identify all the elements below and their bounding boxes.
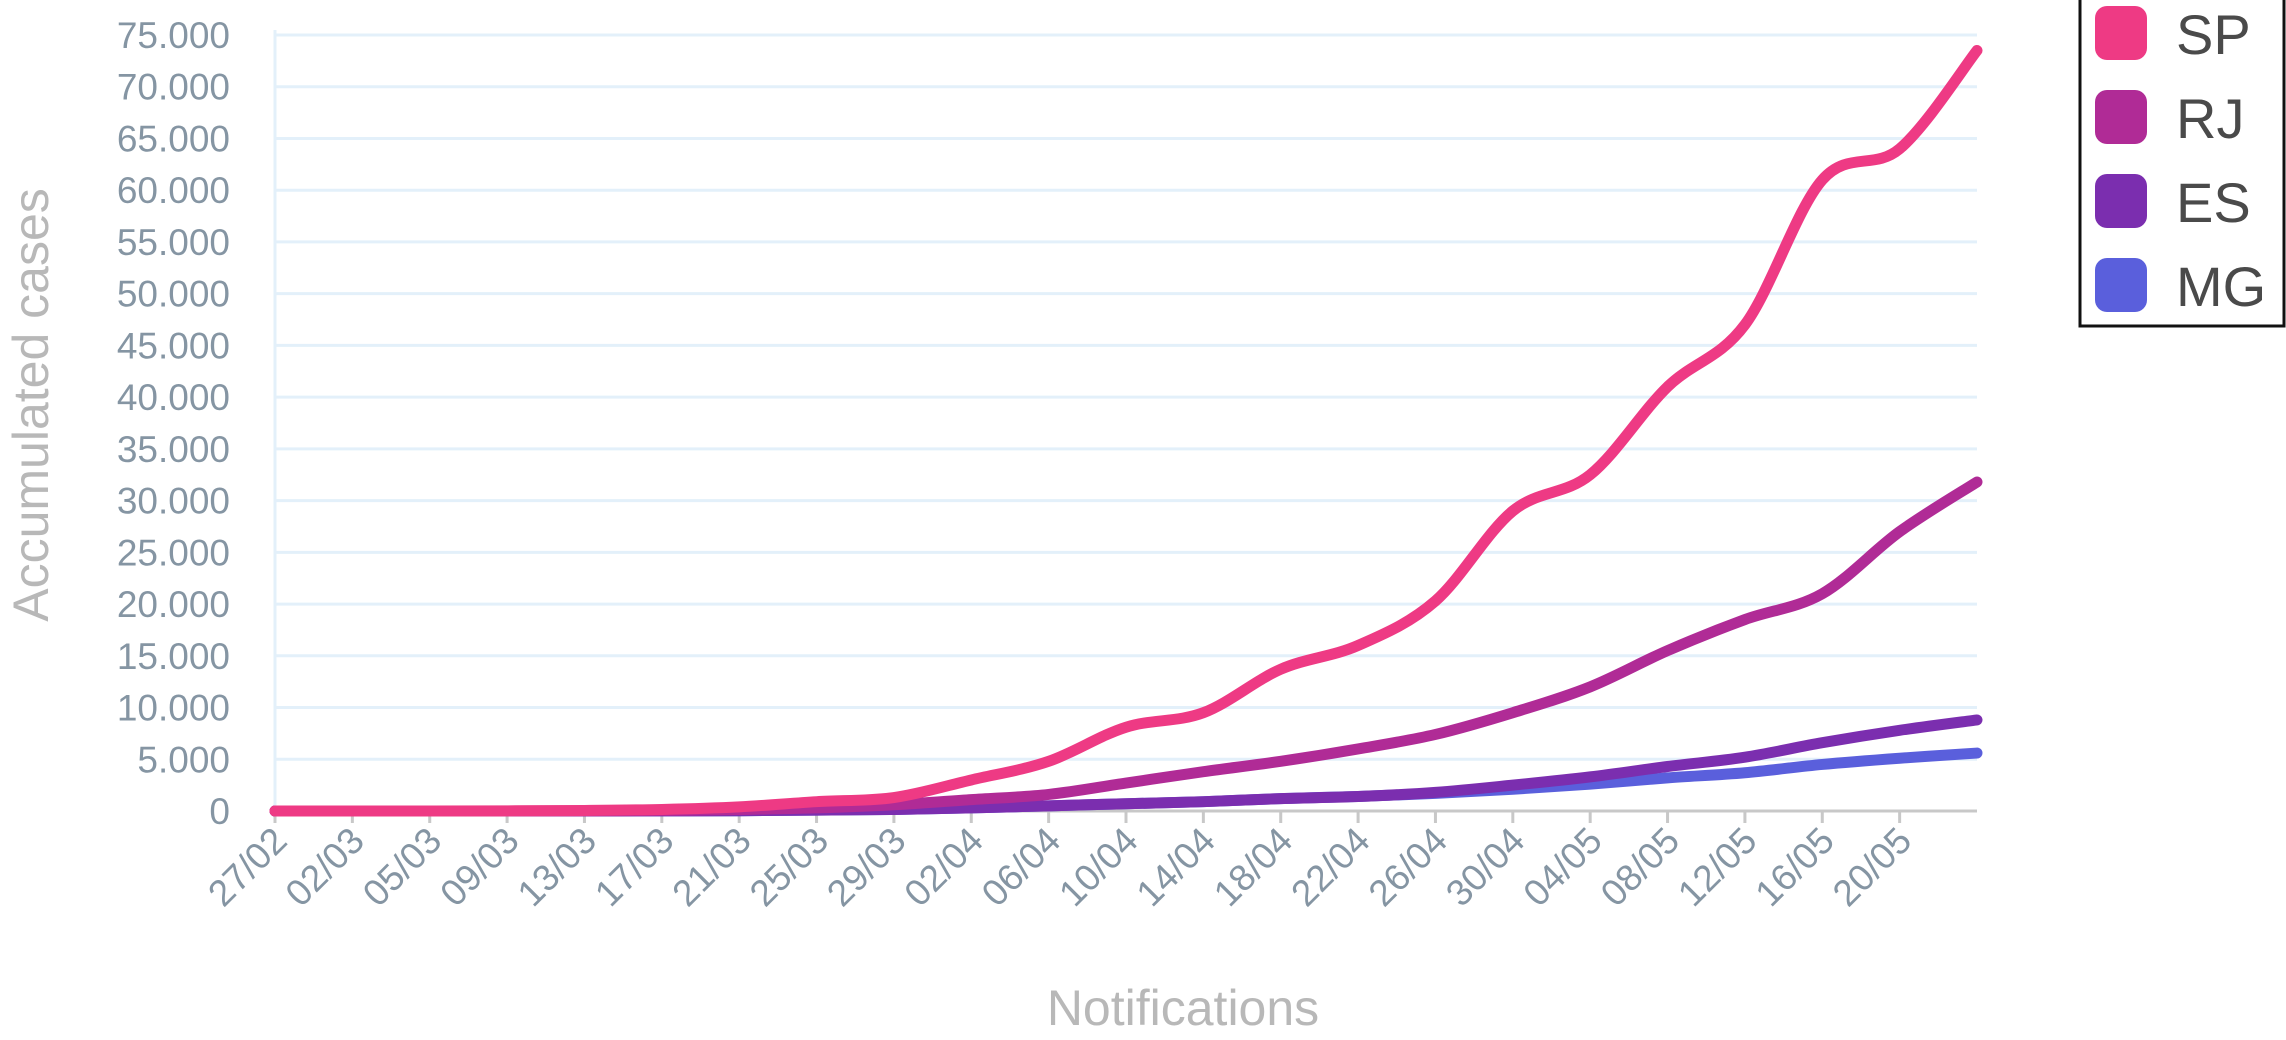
x-tick-label: 04/05 [1515,820,1609,914]
y-tick-label: 30.000 [117,481,230,522]
x-axis-title: Notifications [1047,980,1319,1036]
x-tick-label: 14/04 [1129,820,1223,914]
y-tick-label: 40.000 [117,377,230,418]
x-tick-label: 21/03 [664,820,758,914]
y-tick-label: 15.000 [117,636,230,677]
y-tick-label: 20.000 [117,584,230,625]
x-tick-label: 08/05 [1593,820,1687,914]
x-tick-label: 09/03 [432,820,526,914]
y-tick-label: 0 [209,791,230,832]
grid-layer [273,30,1977,811]
x-tick-label: 17/03 [587,820,681,914]
y-tick-label: 75.000 [117,15,230,56]
series-line-es [269,714,1983,817]
series-lines [269,45,1983,817]
x-tick-label: 16/05 [1747,820,1841,914]
x-tick-label: 27/02 [200,820,294,914]
x-tick-label: 02/04 [896,820,990,914]
x-tick-label: 20/05 [1825,820,1919,914]
y-tick-label: 10.000 [117,688,230,729]
y-tick-label: 55.000 [117,222,230,263]
legend-swatch-rj [2095,90,2147,144]
y-tick-label: 60.000 [117,170,230,211]
legend-label-es: ES [2176,171,2251,234]
legend: SP RJ ES MG [2078,0,2286,328]
x-tick-label: 02/03 [278,820,372,914]
x-tick-label: 29/03 [819,820,913,914]
y-tick-label: 35.000 [117,429,230,470]
y-tick-label: 25.000 [117,532,230,573]
x-tick-label: 18/04 [1206,820,1300,914]
legend-swatch-mg [2095,258,2147,312]
y-tick-label: 70.000 [117,67,230,108]
x-tick-label: 22/04 [1283,820,1377,914]
x-tick-label: 30/04 [1438,820,1532,914]
legend-swatch-es [2095,174,2147,228]
legend-label-rj: RJ [2176,87,2244,150]
y-tick-label: 45.000 [117,325,230,366]
legend-label-sp: SP [2176,3,2251,66]
x-tick-label: 26/04 [1361,820,1455,914]
y-tick-label: 50.000 [117,274,230,315]
y-tick-label: 5.000 [137,739,230,780]
x-tick-label: 10/04 [1051,820,1145,914]
series-line-sp [269,45,1983,817]
y-axis-title: Accumulated cases [3,188,59,622]
x-tick-label: 13/03 [510,820,604,914]
legend-label-mg: MG [2176,255,2266,318]
x-tick-label: 06/04 [974,820,1068,914]
y-tick-label: 65.000 [117,118,230,159]
x-tick-label: 25/03 [742,820,836,914]
x-tick-label: 05/03 [355,820,449,914]
legend-swatch-sp [2095,6,2147,60]
x-tick-label: 12/05 [1670,820,1764,914]
